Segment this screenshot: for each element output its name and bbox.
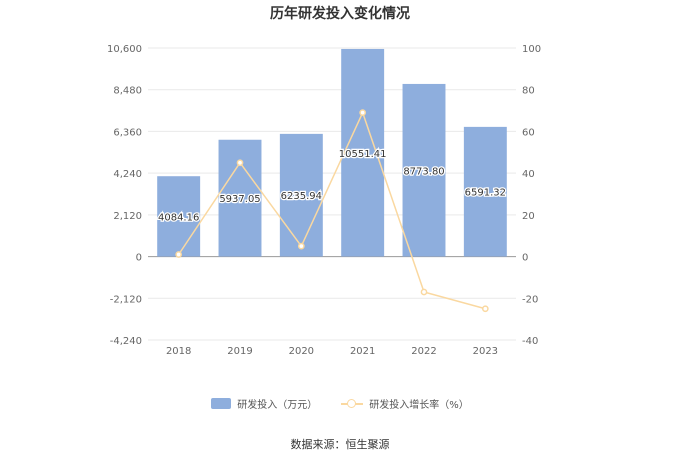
bar (463, 126, 507, 257)
growth-rate-point (420, 288, 428, 296)
y-right-tick-label: 80 (522, 86, 535, 97)
bar-data-label: 8773.80 (403, 166, 444, 177)
legend-line-swatch (341, 398, 364, 409)
bar-data-label: 5937.05 (219, 194, 260, 205)
x-tick-label: 2021 (350, 346, 375, 357)
bar-data-label: 4084.16 (158, 212, 199, 223)
growth-rate-line (178, 110, 486, 310)
y-left-tick-label: -4,240 (110, 336, 142, 347)
growth-rate-point (236, 159, 244, 167)
y-right-tick-label: 100 (522, 44, 541, 55)
bar (218, 139, 262, 257)
legend: 研发投入（万元） 研发投入增长率（%） (0, 396, 680, 411)
y-left-tick-label: 8,480 (113, 86, 142, 97)
bar (157, 176, 201, 257)
growth-rate-point (297, 242, 305, 250)
y-left-tick-label: 0 (136, 253, 142, 264)
growth-rate-point (175, 251, 183, 258)
legend-bar-label: 研发投入（万元） (237, 400, 318, 411)
y-left-tick-label: 4,240 (113, 169, 142, 180)
x-tick-label: 2018 (166, 346, 191, 357)
legend-line-label: 研发投入增长率（%） (369, 400, 469, 411)
x-tick-label: 2019 (227, 346, 252, 357)
y-left-tick-label: 6,360 (113, 127, 142, 138)
bar-data-label: 6235.94 (281, 191, 322, 202)
x-tick-label: 2023 (473, 346, 498, 357)
legend-bar-swatch (211, 398, 232, 409)
bar-data-label: 10551.41 (339, 149, 387, 160)
y-left-tick-label: -2,120 (110, 294, 142, 305)
legend-item-bar[interactable]: 研发投入（万元） (211, 396, 317, 411)
y-right-tick-label: 0 (522, 253, 528, 264)
y-left-tick-label: 10,600 (107, 44, 142, 55)
y-left-tick-label: 2,120 (113, 211, 142, 222)
data-source-note: 数据来源：恒生聚源 (290, 438, 390, 451)
bar (279, 133, 323, 257)
x-tick-label: 2020 (289, 346, 314, 357)
x-tick-label: 2022 (411, 346, 436, 357)
growth-rate-point (359, 109, 367, 117)
y-right-tick-label: -40 (522, 336, 538, 347)
y-right-tick-label: 40 (522, 169, 535, 180)
y-right-tick-label: -20 (522, 294, 538, 305)
bar-data-label: 6591.32 (465, 188, 506, 199)
bar (402, 83, 446, 257)
chart-title: 历年研发投入变化情况 (270, 6, 410, 22)
y-right-tick-label: 20 (522, 211, 535, 222)
y-right-tick-label: 60 (522, 127, 535, 138)
legend-item-line[interactable]: 研发投入增长率（%） (341, 396, 469, 411)
growth-rate-point (481, 305, 489, 313)
